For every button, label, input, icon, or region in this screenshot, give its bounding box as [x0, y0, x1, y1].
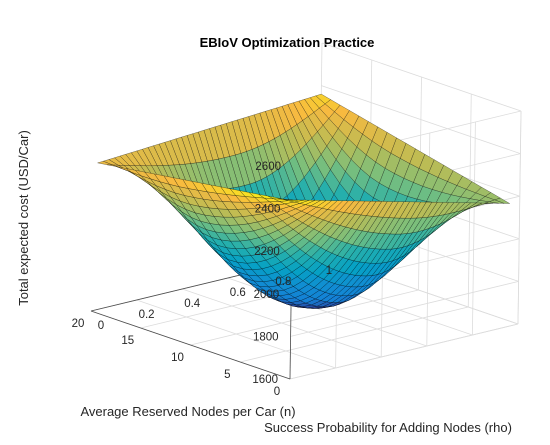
y-tick-label: 0.8: [275, 276, 291, 288]
wall-gridline: [289, 323, 519, 380]
tick-labels: 0 5 10 15 20 0 0.2 0.4 0.6 0.8 1 1600 1800 2000 2200 24…: [72, 161, 333, 398]
z-tick-label: 2600: [255, 161, 281, 173]
y-tick-label: 0: [98, 320, 104, 332]
x-tick-label: 20: [72, 318, 85, 330]
wall-gridline: [321, 85, 521, 154]
y-axis-label: Success Probability for Adding Nodes (rh…: [264, 420, 512, 435]
z-axis-label: Total expected cost (USD/Car): [16, 130, 31, 306]
z-tick-label: 2000: [254, 289, 280, 301]
z-tick-label: 2400: [255, 204, 281, 216]
chart-title: EBIoV Optimization Practice: [200, 35, 375, 50]
z-tick-label: 2200: [254, 246, 280, 258]
surface-patch: [277, 197, 293, 201]
floor-gridline: [190, 289, 419, 346]
x-tick-label: 0: [274, 386, 280, 398]
x-tick-label: 10: [171, 352, 184, 364]
floor-gridline: [182, 288, 382, 358]
x-axis-label: Average Reserved Nodes per Car (n): [80, 404, 295, 419]
floor-gridline: [240, 306, 469, 363]
wall-gridline: [290, 281, 519, 337]
wall-gridline: [472, 121, 476, 336]
x-axis-line: [90, 310, 291, 380]
y-tick-label: 1: [326, 265, 332, 277]
x-tick-label: 5: [224, 369, 230, 381]
z-tick-label: 1600: [252, 374, 278, 386]
y-tick-label: 0.4: [184, 298, 201, 310]
y-tick-label: 0.6: [230, 287, 246, 299]
y-tick-label: 0.2: [139, 309, 155, 321]
floor-gridline: [136, 299, 336, 369]
z-tick-label: 1800: [253, 331, 279, 343]
wall-gridline: [517, 110, 522, 325]
x-tick-label: 15: [121, 335, 134, 347]
surface-mesh: [97, 93, 511, 309]
wall-gridline: [321, 42, 522, 112]
